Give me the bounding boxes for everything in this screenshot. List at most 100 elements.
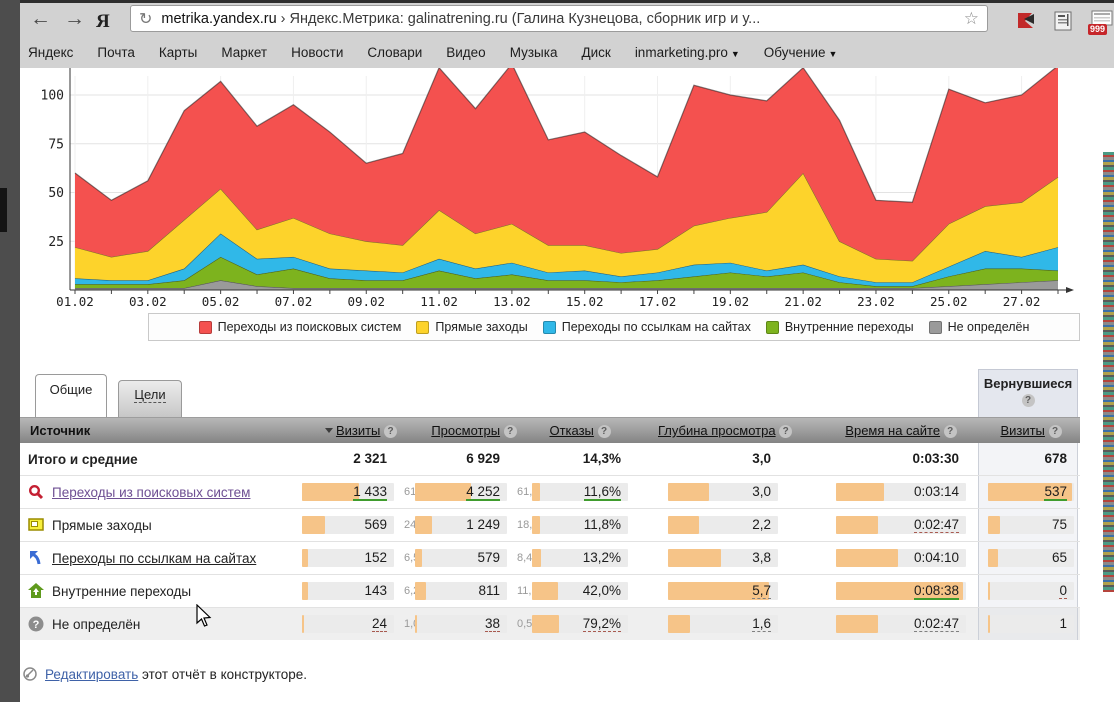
svg-text:17.02: 17.02 <box>639 294 677 309</box>
forward-button[interactable]: → <box>64 7 85 30</box>
nav-dropdown-1[interactable]: Обучение ▼ <box>763 45 838 60</box>
legend-swatch-icon <box>198 320 212 334</box>
col-time[interactable]: Время на сайте ? <box>826 423 976 438</box>
nav-link-6[interactable]: Видео <box>446 45 486 60</box>
cell-visits: 2 321 <box>353 451 387 466</box>
address-bar[interactable]: ↻ metrika.yandex.ru › Яндекс.Метрика: ga… <box>130 5 988 32</box>
cell-views: 811 <box>478 583 500 598</box>
cell-visits: 143 <box>364 583 387 598</box>
metric-bar <box>532 615 628 633</box>
svg-text:27.02: 27.02 <box>1003 294 1041 309</box>
tab-goals[interactable]: Цели <box>118 380 182 417</box>
col-visits[interactable]: Визиты ? <box>292 423 430 438</box>
counter-badge: 999 <box>1088 24 1108 35</box>
help-icon[interactable]: ? <box>943 425 957 438</box>
metric-bar <box>668 549 778 567</box>
report-footer: Редактировать этот отчёт в конструкторе. <box>22 666 307 682</box>
metric-bar <box>532 483 628 501</box>
reload-icon[interactable]: ↻ <box>139 10 153 28</box>
metric-bar <box>836 516 966 534</box>
col-views[interactable]: Просмотры ? <box>405 423 543 438</box>
nav-link-2[interactable]: Карты <box>158 45 198 60</box>
cell-depth[interactable]: 1,6 <box>752 616 771 632</box>
source-link[interactable]: Переходы по ссылкам на сайтах <box>52 550 257 566</box>
cell-time[interactable]: 0:02:47 <box>913 517 959 533</box>
browser-logo: Я <box>96 11 110 32</box>
sort-indicator <box>324 428 333 433</box>
legend-item-2[interactable]: Переходы по ссылкам на сайтах <box>542 320 751 334</box>
col-returned[interactable]: Визиты ? <box>978 423 1084 438</box>
cell-time[interactable]: 0:08:38 <box>913 583 959 600</box>
back-button[interactable]: ← <box>30 7 51 30</box>
table-row-totals: Итого и средние 2 321 6 929 14,3% 3,0 0:03:30… <box>20 443 1080 475</box>
metric-bar <box>988 615 1074 633</box>
left-window-edge <box>0 0 20 702</box>
cell-visits: 152 <box>364 550 387 565</box>
svg-text:100: 100 <box>41 89 64 104</box>
cell-views: 579 <box>477 550 500 565</box>
metric-bar <box>836 615 966 633</box>
link-arrow-icon <box>30 551 41 565</box>
notes-extension-icon[interactable] <box>1052 10 1076 32</box>
metric-bar <box>532 549 628 567</box>
metric-bar <box>988 516 1074 534</box>
nav-link-1[interactable]: Почта <box>97 45 135 60</box>
cell-views[interactable]: 38 <box>484 616 500 632</box>
legend-item-0[interactable]: Переходы из поисковых систем <box>198 320 401 334</box>
svg-text:11.02: 11.02 <box>420 294 458 309</box>
cell-visits[interactable]: 1 433 <box>353 484 387 501</box>
source-link[interactable]: Переходы из поисковых систем <box>52 484 251 500</box>
svg-text:07.02: 07.02 <box>275 294 313 309</box>
nav-link-3[interactable]: Маркет <box>221 45 268 60</box>
svg-text:?: ? <box>33 619 40 631</box>
cell-visits[interactable]: 24 <box>371 616 387 632</box>
cell-bounce: 14,3% <box>582 451 621 466</box>
legend-item-1[interactable]: Прямые заходы <box>416 320 528 334</box>
legend-item-4[interactable]: Не определён <box>928 320 1029 334</box>
cell-returned[interactable]: 537 <box>1044 484 1067 501</box>
table-row-1: Прямые заходы56924,5%1 24918,0%11,8%2,20… <box>20 508 1080 541</box>
cell-returned[interactable]: 0 <box>1059 583 1067 599</box>
metric-bar <box>668 483 778 501</box>
antivirus-extension-icon[interactable] <box>1014 10 1038 32</box>
cell-depth[interactable]: 5,7 <box>752 583 771 599</box>
edit-report-link[interactable]: Редактировать <box>45 666 139 682</box>
cell-time: 0:03:14 <box>913 484 959 499</box>
cell-returned: 75 <box>1051 517 1067 532</box>
help-icon[interactable]: ? <box>1048 425 1062 438</box>
help-icon[interactable]: ? <box>597 425 611 438</box>
svg-text:13.02: 13.02 <box>493 294 531 309</box>
nav-link-4[interactable]: Новости <box>291 45 344 60</box>
nav-link-8[interactable]: Диск <box>581 45 611 60</box>
nav-dropdown-0[interactable]: inmarketing.pro ▼ <box>634 45 740 60</box>
metric-bar <box>988 483 1074 501</box>
help-icon[interactable]: ? <box>779 425 793 438</box>
cell-depth: 3,0 <box>752 451 771 466</box>
col-depth[interactable]: Глубина просмотра ? <box>658 423 793 438</box>
nav-link-5[interactable]: Словари <box>367 45 423 60</box>
metric-bar <box>302 582 394 600</box>
svg-text:75: 75 <box>48 137 64 152</box>
tab-general[interactable]: Общие <box>35 374 107 417</box>
cell-views[interactable]: 4 252 <box>466 484 500 501</box>
question-icon: ? <box>28 616 44 632</box>
legend-item-3[interactable]: Внутренние переходы <box>765 320 914 334</box>
svg-text:19.02: 19.02 <box>712 294 750 309</box>
cell-bounce[interactable]: 11,6% <box>583 484 621 501</box>
bookmark-star-icon[interactable]: ☆ <box>963 8 979 28</box>
metric-bar <box>302 516 394 534</box>
col-bounce[interactable]: Отказы ? <box>522 423 638 438</box>
cell-bounce[interactable]: 79,2% <box>582 616 621 632</box>
help-icon[interactable]: ? <box>1021 394 1035 407</box>
metric-bar <box>302 549 394 567</box>
help-icon[interactable]: ? <box>503 425 517 438</box>
cell-time[interactable]: 0:02:47 <box>913 616 959 632</box>
table-header: Источник Визиты ? Просмотры ? Отказы ? Глуби… <box>20 417 1080 443</box>
help-icon[interactable]: ? <box>384 425 398 438</box>
svg-text:01.02: 01.02 <box>56 294 94 309</box>
counter-extension-icon[interactable]: 999 <box>1088 10 1114 35</box>
cell-returned: 65 <box>1051 550 1067 565</box>
nav-link-7[interactable]: Музыка <box>509 45 558 60</box>
nav-link-0[interactable]: Яндекс <box>28 45 74 60</box>
